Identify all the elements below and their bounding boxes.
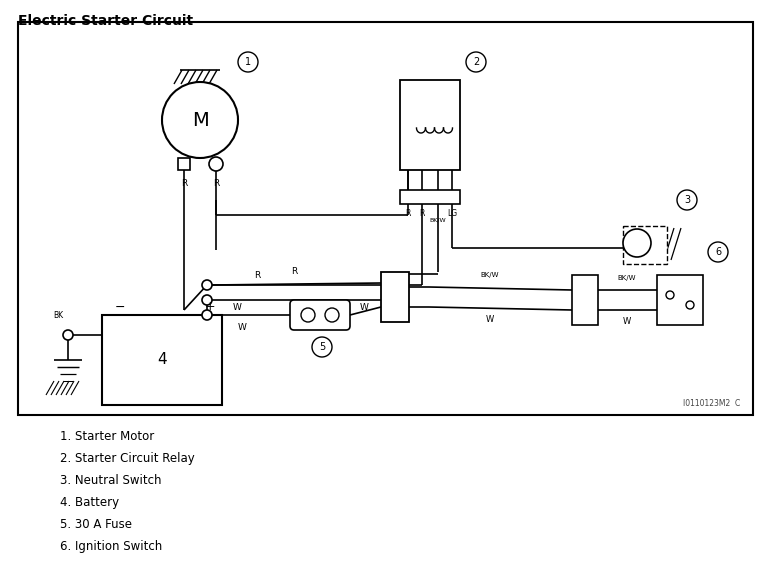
Circle shape — [677, 190, 697, 210]
Circle shape — [202, 310, 212, 320]
Text: M: M — [192, 111, 208, 129]
Text: LG: LG — [447, 209, 457, 218]
Bar — [178, 158, 190, 170]
Text: R: R — [181, 180, 187, 188]
Text: 4: 4 — [157, 353, 167, 367]
Text: 6: 6 — [715, 247, 721, 257]
Circle shape — [162, 82, 238, 158]
Circle shape — [686, 301, 694, 309]
Text: R: R — [213, 180, 219, 188]
Text: R: R — [406, 209, 411, 218]
Bar — [400, 190, 460, 204]
Text: R: R — [254, 270, 260, 280]
Circle shape — [63, 330, 73, 340]
Text: BK/W: BK/W — [429, 218, 446, 222]
Text: 1: 1 — [245, 57, 251, 67]
Text: R: R — [419, 209, 425, 218]
Circle shape — [209, 157, 223, 171]
Circle shape — [202, 280, 212, 290]
Bar — [400, 80, 460, 170]
Circle shape — [623, 229, 651, 257]
Text: W: W — [359, 303, 369, 311]
Text: BK/W: BK/W — [481, 272, 500, 278]
Text: BK: BK — [53, 311, 63, 319]
Bar — [102, 315, 222, 405]
Text: W: W — [237, 323, 247, 332]
Text: W: W — [486, 315, 494, 324]
Circle shape — [325, 308, 339, 322]
Circle shape — [312, 337, 332, 357]
Text: I0110123M2  C: I0110123M2 C — [683, 399, 740, 408]
Text: 5. 30 A Fuse: 5. 30 A Fuse — [60, 518, 132, 531]
Text: 2: 2 — [473, 57, 479, 67]
Text: 3. Neutral Switch: 3. Neutral Switch — [60, 474, 161, 487]
Bar — [623, 226, 667, 264]
Text: +: + — [204, 301, 215, 314]
Text: 3: 3 — [684, 195, 690, 205]
Circle shape — [666, 291, 674, 299]
Text: 5: 5 — [319, 342, 325, 352]
Bar — [381, 272, 409, 322]
Circle shape — [708, 242, 728, 262]
Circle shape — [301, 308, 315, 322]
Text: 1. Starter Motor: 1. Starter Motor — [60, 430, 154, 443]
Circle shape — [202, 295, 212, 305]
Bar — [572, 275, 598, 325]
Bar — [18, 22, 753, 415]
Text: 6. Ignition Switch: 6. Ignition Switch — [60, 540, 162, 553]
Text: BK/W: BK/W — [618, 275, 636, 281]
Text: 2. Starter Circuit Relay: 2. Starter Circuit Relay — [60, 452, 195, 465]
Text: W: W — [623, 318, 631, 327]
Text: W: W — [233, 303, 241, 311]
FancyBboxPatch shape — [290, 300, 350, 330]
Circle shape — [238, 52, 258, 72]
Bar — [657, 275, 703, 325]
Text: R: R — [291, 266, 297, 276]
Circle shape — [466, 52, 486, 72]
Text: Electric Starter Circuit: Electric Starter Circuit — [18, 14, 193, 28]
Text: −: − — [115, 301, 125, 314]
Text: 4. Battery: 4. Battery — [60, 496, 120, 509]
